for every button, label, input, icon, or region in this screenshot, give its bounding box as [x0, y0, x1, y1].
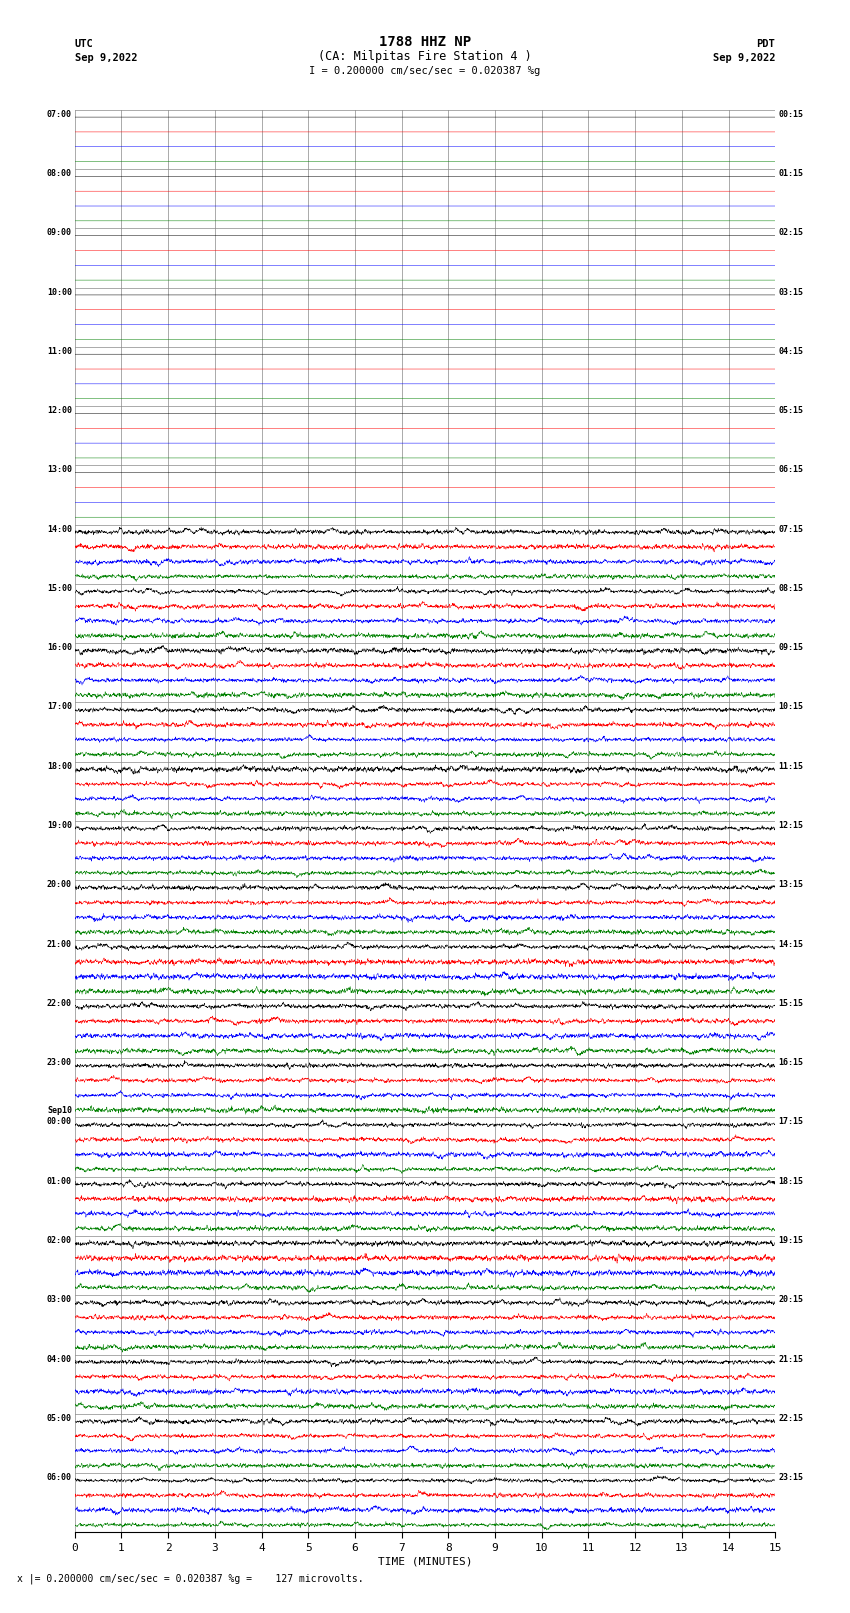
Text: 18:15: 18:15 — [778, 1177, 803, 1186]
Text: 08:15: 08:15 — [778, 584, 803, 594]
Text: 12:15: 12:15 — [778, 821, 803, 831]
Text: 11:00: 11:00 — [47, 347, 72, 356]
Text: 19:15: 19:15 — [778, 1236, 803, 1245]
Text: 08:00: 08:00 — [47, 169, 72, 177]
Text: 07:00: 07:00 — [47, 110, 72, 119]
Text: 09:00: 09:00 — [47, 229, 72, 237]
Text: 17:15: 17:15 — [778, 1118, 803, 1126]
Text: x |= 0.200000 cm/sec/sec = 0.020387 %g =    127 microvolts.: x |= 0.200000 cm/sec/sec = 0.020387 %g =… — [17, 1573, 364, 1584]
Text: 02:00: 02:00 — [47, 1236, 72, 1245]
Text: 09:15: 09:15 — [778, 644, 803, 652]
Text: 11:15: 11:15 — [778, 761, 803, 771]
Text: 00:15: 00:15 — [778, 110, 803, 119]
Text: 22:00: 22:00 — [47, 998, 72, 1008]
Text: Sep10: Sep10 — [47, 1105, 72, 1115]
Text: 03:00: 03:00 — [47, 1295, 72, 1305]
Text: 13:15: 13:15 — [778, 881, 803, 889]
Text: 01:00: 01:00 — [47, 1177, 72, 1186]
Text: 07:15: 07:15 — [778, 524, 803, 534]
Text: 05:00: 05:00 — [47, 1413, 72, 1423]
Text: 1788 HHZ NP: 1788 HHZ NP — [379, 35, 471, 50]
Text: 16:15: 16:15 — [778, 1058, 803, 1068]
Text: 23:00: 23:00 — [47, 1058, 72, 1068]
Text: Sep 9,2022: Sep 9,2022 — [712, 53, 775, 63]
Text: 06:15: 06:15 — [778, 466, 803, 474]
Text: 15:15: 15:15 — [778, 998, 803, 1008]
Text: 15:00: 15:00 — [47, 584, 72, 594]
Text: 13:00: 13:00 — [47, 466, 72, 474]
Text: 06:00: 06:00 — [47, 1473, 72, 1482]
Text: 00:00: 00:00 — [47, 1118, 72, 1126]
Text: 04:15: 04:15 — [778, 347, 803, 356]
Text: 14:00: 14:00 — [47, 524, 72, 534]
Text: 04:00: 04:00 — [47, 1355, 72, 1363]
Text: (CA: Milpitas Fire Station 4 ): (CA: Milpitas Fire Station 4 ) — [318, 50, 532, 63]
X-axis label: TIME (MINUTES): TIME (MINUTES) — [377, 1557, 473, 1566]
Text: 19:00: 19:00 — [47, 821, 72, 831]
Text: 21:00: 21:00 — [47, 940, 72, 948]
Text: 20:15: 20:15 — [778, 1295, 803, 1305]
Text: 16:00: 16:00 — [47, 644, 72, 652]
Text: 01:15: 01:15 — [778, 169, 803, 177]
Text: 14:15: 14:15 — [778, 940, 803, 948]
Text: 02:15: 02:15 — [778, 229, 803, 237]
Text: 03:15: 03:15 — [778, 287, 803, 297]
Text: 05:15: 05:15 — [778, 406, 803, 415]
Text: PDT: PDT — [756, 39, 775, 48]
Text: 22:15: 22:15 — [778, 1413, 803, 1423]
Text: Sep 9,2022: Sep 9,2022 — [75, 53, 138, 63]
Text: 21:15: 21:15 — [778, 1355, 803, 1363]
Text: 10:15: 10:15 — [778, 703, 803, 711]
Text: 12:00: 12:00 — [47, 406, 72, 415]
Text: UTC: UTC — [75, 39, 94, 48]
Text: 17:00: 17:00 — [47, 703, 72, 711]
Text: I = 0.200000 cm/sec/sec = 0.020387 %g: I = 0.200000 cm/sec/sec = 0.020387 %g — [309, 66, 541, 76]
Text: 20:00: 20:00 — [47, 881, 72, 889]
Text: 23:15: 23:15 — [778, 1473, 803, 1482]
Text: 10:00: 10:00 — [47, 287, 72, 297]
Text: 18:00: 18:00 — [47, 761, 72, 771]
